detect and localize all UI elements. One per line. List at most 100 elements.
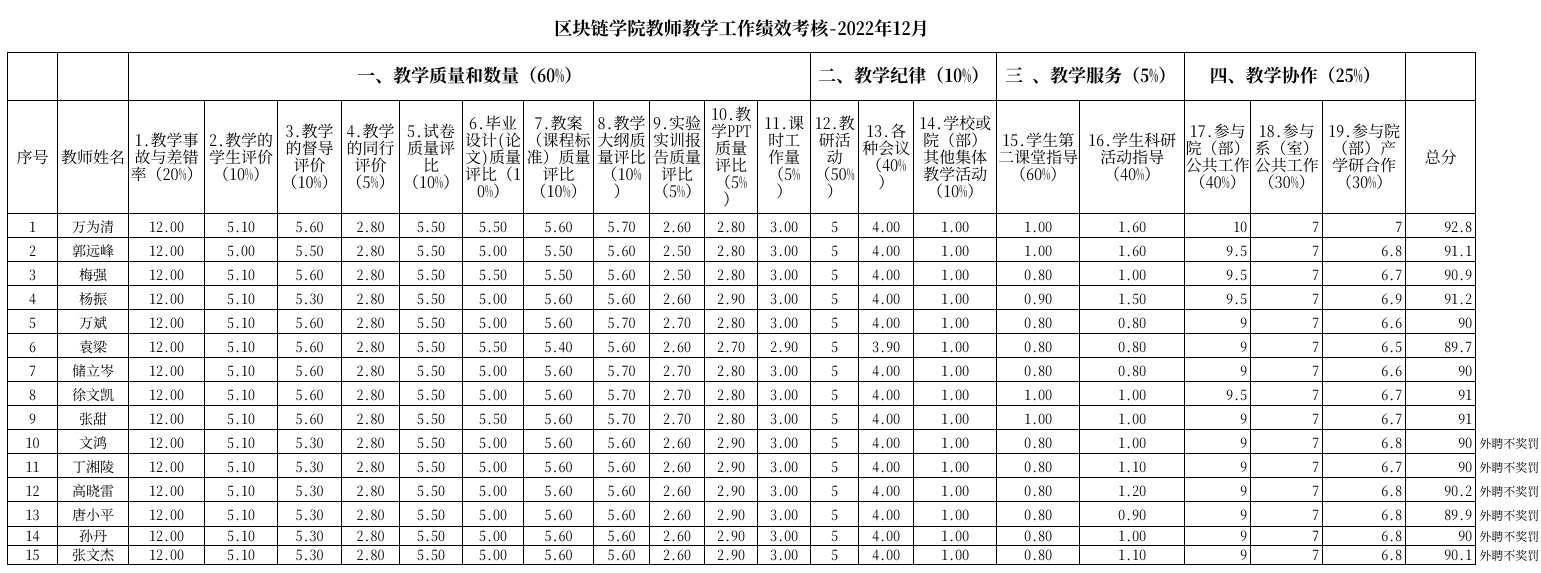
cell-value[interactable]: 2.80 [341,526,400,546]
cell-value[interactable]: 7 [1250,501,1324,527]
cell-seq[interactable]: 8 [7,381,58,406]
cell-value[interactable]: 5.50 [462,213,524,238]
cell-value[interactable]: 5.30 [277,545,342,565]
cell-value[interactable]: 5.00 [462,381,524,406]
cell-total[interactable]: 90 [1405,429,1477,454]
cell-value[interactable]: 10 [1184,213,1252,238]
cell-value[interactable]: 5.60 [277,213,342,238]
header-seq[interactable]: 序号 [7,100,58,214]
cell-value[interactable]: 1.00 [913,333,998,358]
cell-value[interactable]: 5.30 [277,453,342,478]
cell-value[interactable]: 5.00 [462,545,524,565]
cell-value[interactable]: 1.00 [913,357,998,382]
cell-value[interactable]: 5.60 [593,501,650,527]
cell-teacher-name[interactable]: 储立岑 [57,357,129,382]
cell-value[interactable]: 7 [1250,453,1324,478]
cell-total[interactable]: 91.2 [1405,285,1477,310]
header-col-11[interactable]: 11.课时工作量（5%） [756,100,812,214]
cell-value[interactable]: 5.60 [593,526,650,546]
cell-value[interactable]: 6.5 [1322,333,1407,358]
cell-value[interactable]: 4.00 [858,381,915,406]
cell-value[interactable]: 6.9 [1322,285,1407,310]
cell-value[interactable]: 5.10 [204,213,278,238]
cell-value[interactable]: 5.40 [523,333,594,358]
cell-value[interactable]: 5 [810,333,860,358]
cell-value[interactable]: 5.60 [523,285,594,310]
cell-value[interactable]: 5.00 [462,357,524,382]
cell-value[interactable]: 1.00 [913,501,998,527]
cell-value[interactable]: 5.60 [593,545,650,565]
corner-blank-name[interactable] [57,52,129,101]
cell-value[interactable]: 5.00 [204,237,278,262]
cell-total[interactable]: 91.1 [1405,237,1477,262]
cell-value[interactable]: 0.80 [1079,309,1186,334]
cell-value[interactable]: 12.00 [128,381,205,406]
cell-value[interactable]: 5.10 [204,333,278,358]
cell-value[interactable]: 2.80 [341,213,400,238]
cell-value[interactable]: 2.80 [704,405,758,430]
cell-value[interactable]: 0.80 [996,526,1081,546]
cell-value[interactable]: 5.00 [462,501,524,527]
cell-value[interactable]: 0.80 [996,357,1081,382]
cell-total[interactable]: 90.2 [1405,477,1477,502]
cell-value[interactable]: 9 [1184,453,1252,478]
cell-value[interactable]: 2.60 [649,285,705,310]
cell-total[interactable]: 90 [1405,453,1477,478]
cell-value[interactable]: 12.00 [128,429,205,454]
cell-value[interactable]: 6.8 [1322,545,1407,565]
cell-value[interactable]: 1.00 [913,381,998,406]
cell-value[interactable]: 5.50 [399,237,463,262]
cell-value[interactable]: 3.00 [756,261,812,286]
cell-seq[interactable]: 7 [7,357,58,382]
header-col-10[interactable]: 10.教学PPT质量评比（5%） [704,100,758,214]
cell-value[interactable]: 2.60 [649,333,705,358]
cell-value[interactable]: 5 [810,477,860,502]
cell-teacher-name[interactable]: 丁湘陵 [57,453,129,478]
cell-value[interactable]: 5.50 [399,261,463,286]
cell-value[interactable]: 5.50 [277,237,342,262]
header-col-4[interactable]: 4.教学的同行评价（5%） [341,100,400,214]
header-col-16[interactable]: 16.学生科研活动指导（40%） [1079,100,1186,214]
cell-value[interactable]: 2.50 [649,237,705,262]
cell-teacher-name[interactable]: 徐文凯 [57,381,129,406]
cell-value[interactable]: 7 [1250,285,1324,310]
cell-value[interactable]: 5.60 [277,357,342,382]
cell-value[interactable]: 2.70 [649,357,705,382]
cell-value[interactable]: 0.80 [996,453,1081,478]
cell-value[interactable]: 1.00 [1079,526,1186,546]
cell-value[interactable]: 5.30 [277,526,342,546]
cell-value[interactable]: 0.80 [996,477,1081,502]
cell-value[interactable]: 5.10 [204,405,278,430]
cell-value[interactable]: 4.00 [858,501,915,527]
cell-value[interactable]: 7 [1250,357,1324,382]
cell-value[interactable]: 2.80 [704,237,758,262]
cell-value[interactable]: 5.00 [462,526,524,546]
cell-value[interactable]: 5.70 [593,309,650,334]
cell-value[interactable]: 2.80 [341,357,400,382]
cell-value[interactable]: 12.00 [128,501,205,527]
cell-seq[interactable]: 3 [7,261,58,286]
cell-value[interactable]: 2.80 [341,453,400,478]
cell-value[interactable]: 5.50 [399,309,463,334]
cell-value[interactable]: 1.00 [996,237,1081,262]
cell-seq[interactable]: 4 [7,285,58,310]
header-col-2[interactable]: 2.教学的学生评价（10%） [204,100,278,214]
cell-value[interactable]: 1.00 [1079,381,1186,406]
cell-value[interactable]: 7 [1250,261,1324,286]
cell-value[interactable]: 12.00 [128,357,205,382]
cell-value[interactable]: 2.90 [704,501,758,527]
cell-value[interactable]: 1.60 [1079,213,1186,238]
cell-value[interactable]: 3.00 [756,545,812,565]
cell-value[interactable]: 5 [810,285,860,310]
cell-value[interactable]: 0.80 [996,429,1081,454]
cell-value[interactable]: 12.00 [128,545,205,565]
cell-value[interactable]: 5.60 [523,213,594,238]
cell-value[interactable]: 2.70 [649,405,705,430]
cell-value[interactable]: 9.5 [1184,261,1252,286]
cell-value[interactable]: 0.80 [996,333,1081,358]
cell-value[interactable]: 1.20 [1079,477,1186,502]
header-col-7[interactable]: 7.教案（课程标准）质量评比（10%） [523,100,594,214]
cell-value[interactable]: 4.00 [858,237,915,262]
cell-value[interactable]: 2.60 [649,526,705,546]
cell-value[interactable]: 3.00 [756,213,812,238]
